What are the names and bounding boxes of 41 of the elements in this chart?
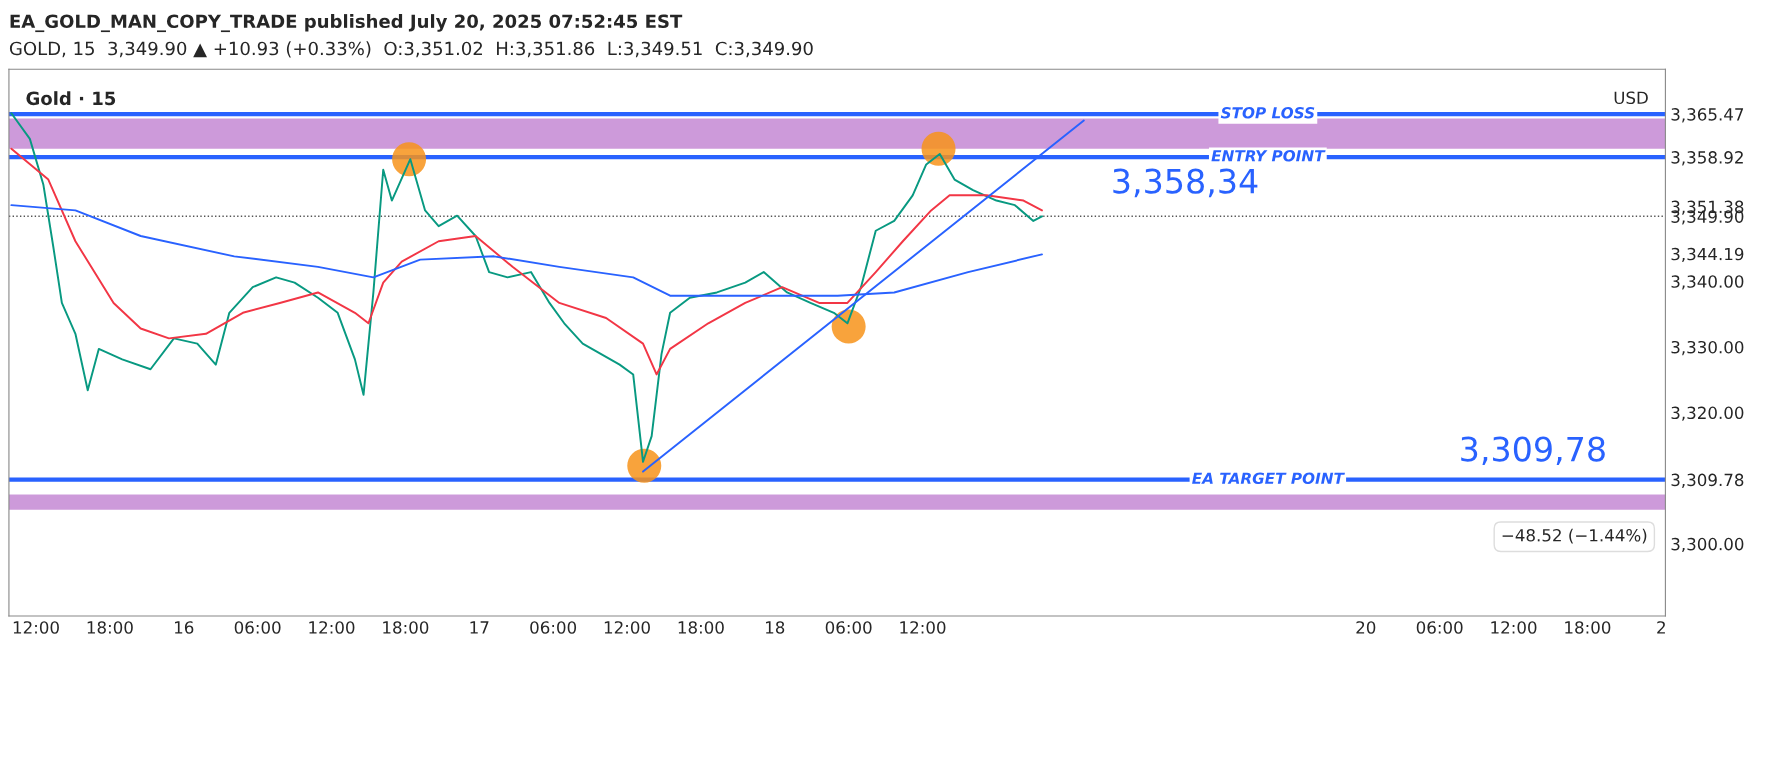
- x-tick-label: 12:00: [604, 621, 650, 634]
- x-tick-label: 12:00: [900, 621, 946, 634]
- line-series: [10, 112, 1043, 463]
- chart-subtitle: GOLD, 15 3,349.90 ▲ +10.93 (+0.33%) O:3,351.02 H:3,351.86 L:3,349.51 C:3,349.90: [9, 41, 813, 58]
- y-tick-label: 3,330.00: [1671, 340, 1744, 356]
- x-tick-label: 18:00: [678, 621, 724, 634]
- chart-title: EA_GOLD_MAN_COPY_TRADE published July 20, 2025 07:52:45 EST: [10, 14, 683, 33]
- x-tick-label: 18:00: [87, 621, 133, 634]
- y-tick-label: 3,358.92: [1671, 151, 1743, 166]
- x-tick-label: 16: [174, 621, 194, 634]
- x-tick-label: 20: [1356, 621, 1376, 634]
- x-tick-label: 06:00: [825, 621, 872, 634]
- x-tick-label: 06:00: [530, 621, 577, 634]
- y-tick-label: 3,340.00: [1671, 275, 1744, 290]
- x-tick-label: 17: [470, 621, 489, 634]
- ref-line-label: ENTRY POINT: [1211, 149, 1326, 162]
- ref-line-label: STOP LOSS: [1220, 107, 1315, 119]
- x-tick-label: 18:00: [383, 621, 429, 634]
- x-tick-label: 12:00: [309, 621, 355, 634]
- y-tick-label: 3,365.47: [1671, 108, 1744, 123]
- annotation: 3,309,78: [1461, 436, 1605, 466]
- x-tick-label: 06:00: [234, 621, 281, 634]
- annotation: −48.52 (−1.44%): [1502, 528, 1647, 544]
- y-tick-label: 3,309.78: [1671, 473, 1744, 488]
- x-tick-label: 06:00: [1416, 621, 1463, 634]
- y-tick-label: 3,320.00: [1671, 406, 1744, 421]
- x-tick-label: 12:00: [13, 621, 59, 634]
- annotation: 3,358,34: [1113, 168, 1258, 198]
- point: [831, 309, 866, 344]
- point: [921, 131, 956, 166]
- x-tick-label: 2: [1657, 621, 1665, 634]
- line-series: [10, 147, 1043, 376]
- x-tick-label: 18: [766, 621, 785, 634]
- ref-line-label: EA TARGET POINT: [1192, 472, 1345, 485]
- x-tick-label: 18:00: [1565, 621, 1611, 634]
- point: [392, 142, 427, 177]
- annotation: USD: [1614, 91, 1648, 105]
- y-tick-label: 3,300.00: [1671, 537, 1744, 553]
- annotation: Gold · 15: [26, 91, 116, 106]
- x-tick-label: 12:00: [1491, 621, 1537, 634]
- y-tick-label: 3,344.19: [1671, 247, 1744, 263]
